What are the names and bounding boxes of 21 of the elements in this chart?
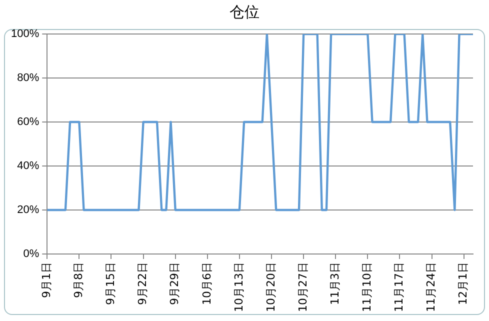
x-tick-label: 12月1日 <box>456 262 470 306</box>
x-tick-label: 9月8日 <box>72 262 86 298</box>
x-tick-label: 11月10日 <box>360 262 374 312</box>
x-tick-label: 11月3日 <box>328 262 342 306</box>
y-tick-label: 40% <box>17 160 40 172</box>
y-tick-label: 60% <box>17 116 40 128</box>
x-tick-label: 9月15日 <box>104 262 118 306</box>
x-tick-label: 10月6日 <box>200 262 214 306</box>
y-tick-label: 20% <box>17 204 40 216</box>
chart-title: 仓位 <box>228 3 260 22</box>
y-tick-label: 0% <box>23 248 40 260</box>
x-tick-label: 9月1日 <box>40 262 53 298</box>
y-tick-label: 100% <box>10 28 40 40</box>
x-tick-label: 11月17日 <box>392 262 406 312</box>
x-tick-label: 10月20日 <box>264 262 278 312</box>
x-tick-label: 11月24日 <box>424 262 438 312</box>
x-tick-label: 10月27日 <box>296 262 310 312</box>
x-tick-label: 10月13日 <box>232 262 246 312</box>
x-tick-label: 9月29日 <box>168 262 182 306</box>
y-tick-label: 80% <box>17 72 40 84</box>
x-tick-label: 9月22日 <box>136 262 150 306</box>
